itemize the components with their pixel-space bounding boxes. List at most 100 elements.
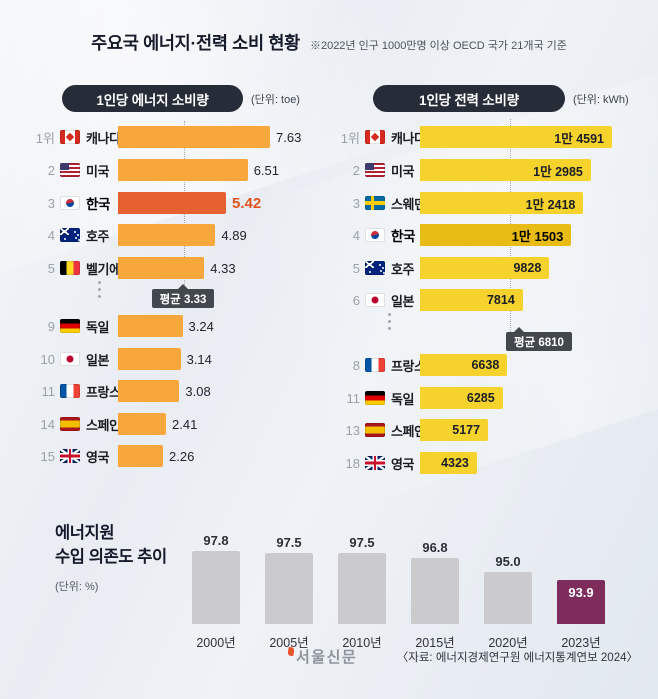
import-bar <box>411 558 459 624</box>
flag-germany-icon <box>365 391 385 405</box>
import-bar-column-highlight: 93.9 <box>557 579 605 624</box>
import-bar <box>484 571 532 624</box>
energy-average-marker: 평균 3.33 <box>152 284 214 308</box>
bar-value: 4.89 <box>221 227 247 243</box>
country-label: 독일 <box>86 319 110 335</box>
rank-label: 18 <box>345 455 360 471</box>
energy-row: 2 미국 6.51 <box>35 158 327 182</box>
logo-mark-icon <box>287 647 295 656</box>
power-bar: 6638 <box>420 354 508 376</box>
import-bar-column: 97.8 <box>192 532 240 624</box>
bar-value: 96.8 <box>422 540 448 555</box>
energy-bar-highlight <box>118 192 226 214</box>
rank-label: 2 <box>352 162 360 178</box>
energy-panel-header: 1인당 에너지 소비량 (단위: toe) <box>62 85 300 112</box>
country-label: 스페인 <box>86 417 121 433</box>
power-row: 13 스페인 5177 <box>340 418 642 442</box>
power-row: 8 프랑스 6638 <box>340 353 642 377</box>
power-row: 3 스웨덴 1만 2418 <box>340 191 642 215</box>
country-label: 미국 <box>86 163 110 179</box>
import-chart-x-axis: 2000년 2005년 2010년 2015년 2020년 2023년 <box>192 632 607 651</box>
country-label: 일본 <box>391 293 415 309</box>
country-label: 프랑스 <box>391 358 426 374</box>
bar-value: 6.51 <box>253 162 279 178</box>
energy-average-label: 평균 3.33 <box>159 293 207 306</box>
source-note: 〈자료: 에너지경제연구원 에너지통계연보 2024〉 <box>396 652 638 664</box>
import-bar-column: 97.5 <box>338 535 386 624</box>
energy-row: 1위 캐나다 7.63 <box>35 125 327 149</box>
import-unit-label: (단위: %) <box>55 581 99 593</box>
flag-spain-icon <box>60 417 80 431</box>
bar-value: 6638 <box>471 358 500 372</box>
power-average-label: 평균 6810 <box>514 336 564 349</box>
power-row: 11 독일 6285 <box>340 386 642 410</box>
bar-value: 9828 <box>513 261 542 275</box>
country-label: 프랑스 <box>86 384 121 400</box>
energy-consumption-panel: 1인당 에너지 소비량 (단위: toe) 1위 캐나다 7.63 2 미국 6… <box>35 85 327 485</box>
flag-japan-icon <box>365 293 385 307</box>
country-label: 벨기에 <box>86 261 121 277</box>
flag-germany-icon <box>60 319 80 333</box>
power-row-korea-highlight: 4 한국 1만 1503 <box>340 223 642 247</box>
import-chart-title-line1: 에너지원 <box>55 524 115 542</box>
power-row: 5 호주 9828 <box>340 256 642 280</box>
power-bar-highlight: 1만 1503 <box>420 224 572 246</box>
page-title: 주요국 에너지·전력 소비 현황 <box>91 33 300 53</box>
bar-value: 7.63 <box>276 129 302 145</box>
rank-label: 11 <box>346 390 361 406</box>
energy-bar <box>118 315 183 337</box>
year-label: 2020년 <box>488 636 528 650</box>
power-bar: 4323 <box>420 452 477 474</box>
power-row: 2 미국 1만 2985 <box>340 158 642 182</box>
energy-bar <box>118 224 216 246</box>
rank-label: 14 <box>40 416 55 432</box>
import-chart-title-line2: 수입 의존도 추이 <box>55 547 167 566</box>
rank-label: 1위 <box>340 130 360 146</box>
country-label: 호주 <box>86 228 110 244</box>
country-label: 캐나다 <box>391 130 426 146</box>
flag-france-icon <box>60 384 80 398</box>
rank-label: 1위 <box>35 130 55 146</box>
bar-value: 1만 4591 <box>554 131 604 146</box>
power-panel-title: 1인당 전력 소비량 <box>373 85 565 112</box>
bar-value: 97.8 <box>203 532 229 548</box>
import-chart-title: 에너지원 수입 의존도 추이 <box>55 522 167 570</box>
import-bar <box>265 552 313 624</box>
energy-panel-title: 1인당 에너지 소비량 <box>62 85 243 112</box>
ellipsis-dots <box>388 313 391 316</box>
country-label: 영국 <box>86 449 110 465</box>
rank-label: 4 <box>352 227 360 243</box>
year-label: 2015년 <box>415 636 455 650</box>
bar-value: 1만 2985 <box>533 164 583 179</box>
country-label: 독일 <box>391 391 415 407</box>
country-label: 미국 <box>391 163 415 179</box>
import-bar-column: 95.0 <box>484 553 532 624</box>
power-row: 1위 캐나다 1만 4591 <box>340 125 642 149</box>
rank-label: 2 <box>47 162 55 178</box>
rank-label: 4 <box>47 227 55 243</box>
power-bar: 5177 <box>420 419 489 441</box>
bar-value: 7814 <box>486 293 515 307</box>
bar-value: 93.9 <box>568 584 594 600</box>
power-panel-header: 1인당 전력 소비량 (단위: kWh) <box>373 85 629 112</box>
header-note: ※2022년 인구 1000만명 이상 OECD 국가 21개국 기준 <box>309 40 567 52</box>
energy-bar <box>118 445 163 467</box>
energy-unit-label: (단위: toe) <box>251 93 300 106</box>
flag-korea-icon <box>365 228 385 242</box>
year-label: 2000년 <box>196 636 236 650</box>
rank-label: 10 <box>40 351 55 367</box>
energy-bar <box>118 348 181 370</box>
flag-uk-icon <box>60 449 80 463</box>
flag-japan-icon <box>60 352 80 366</box>
bar-value: 95.0 <box>495 553 521 569</box>
flag-uk-icon <box>365 456 385 470</box>
bar-value: 5.42 <box>232 194 262 212</box>
rank-label: 11 <box>41 383 56 399</box>
energy-bar <box>118 126 270 148</box>
rank-label: 5 <box>47 260 55 276</box>
bar-value: 2.26 <box>169 448 195 464</box>
rank-label: 3 <box>47 195 55 211</box>
import-bar <box>192 550 240 624</box>
rank-label: 6 <box>352 292 360 308</box>
flag-korea-icon <box>60 196 80 210</box>
